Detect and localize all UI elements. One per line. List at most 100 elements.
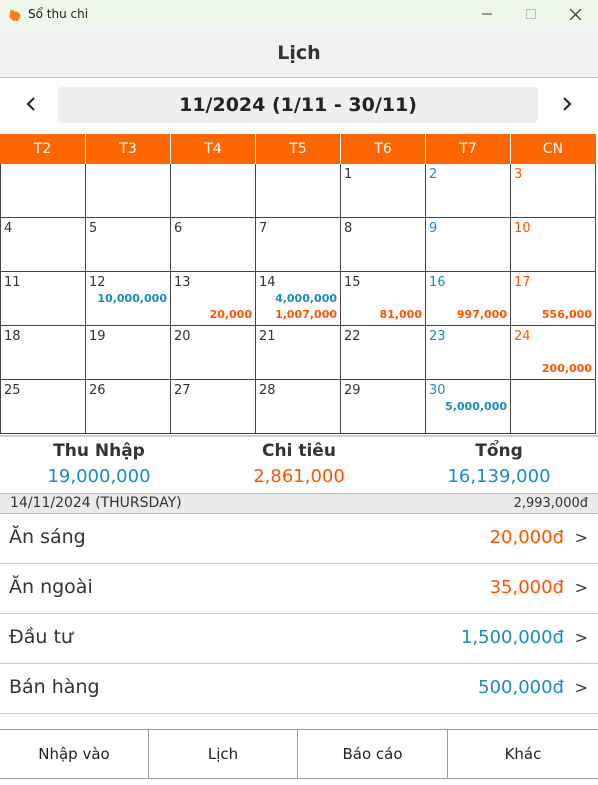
selected-date: 14/11/2024 (THURSDAY) xyxy=(10,495,182,511)
transaction-list: Ăn sáng 20,000đ > Ăn ngoài 35,000đ > Đầu… xyxy=(0,514,598,714)
calendar-day-cell[interactable]: 22 xyxy=(341,326,426,380)
calendar-day-cell[interactable]: 7 xyxy=(256,218,341,272)
weekday-label: T6 xyxy=(340,134,425,164)
day-number: 14 xyxy=(259,275,276,290)
calendar-empty-cell xyxy=(256,164,341,218)
calendar-day-cell[interactable]: 12 10,000,000 xyxy=(86,272,171,326)
income-summary: Thu Nhập 19,000,000 xyxy=(0,441,198,487)
calendar-day-cell[interactable]: 6 xyxy=(171,218,256,272)
bottom-navigation: Nhập vào Lịch Báo cáo Khác xyxy=(0,729,598,779)
calendar-day-cell[interactable]: 10 xyxy=(511,218,596,272)
chevron-right-icon: > xyxy=(574,678,588,697)
piggy-bank-icon xyxy=(8,7,22,21)
calendar-day-cell[interactable]: 1 xyxy=(341,164,426,218)
total-value: 16,139,000 xyxy=(447,466,551,487)
transaction-name: Bán hàng xyxy=(9,676,100,698)
day-income-amount: 5,000,000 xyxy=(445,400,507,413)
day-number: 12 xyxy=(89,275,106,290)
day-expense-amount: 20,000 xyxy=(209,308,252,321)
page-title: Lịch xyxy=(277,41,321,64)
day-number: 16 xyxy=(429,275,446,290)
day-expense-amount: 997,000 xyxy=(456,308,507,321)
nav-report-button[interactable]: Báo cáo xyxy=(298,730,448,778)
day-number: 24 xyxy=(514,329,531,344)
day-expense-amount: 1,007,000 xyxy=(275,308,337,321)
calendar-day-cell[interactable]: 26 xyxy=(86,380,171,434)
calendar-day-cell[interactable]: 14 4,000,000 1,007,000 xyxy=(256,272,341,326)
chevron-left-icon xyxy=(26,97,35,111)
calendar-day-cell[interactable]: 4 xyxy=(1,218,86,272)
calendar-day-cell[interactable]: 9 xyxy=(426,218,511,272)
calendar-day-cell[interactable]: 29 xyxy=(341,380,426,434)
calendar-day-cell[interactable]: 16 997,000 xyxy=(426,272,511,326)
calendar-day-cell[interactable]: 3 xyxy=(511,164,596,218)
transaction-row[interactable]: Đầu tư 1,500,000đ > xyxy=(0,614,598,664)
calendar-day-cell[interactable]: 15 81,000 xyxy=(341,272,426,326)
previous-month-button[interactable] xyxy=(16,89,46,119)
calendar-weekday-header: T2 T3 T4 T5 T6 T7 CN xyxy=(0,134,596,164)
day-number: 25 xyxy=(4,383,21,398)
calendar-day-cell[interactable]: 17 556,000 xyxy=(511,272,596,326)
nav-other-button[interactable]: Khác xyxy=(448,730,598,778)
day-number: 18 xyxy=(4,329,21,344)
calendar-day-cell[interactable]: 25 xyxy=(1,380,86,434)
minimize-button[interactable] xyxy=(464,0,510,28)
month-summary: Thu Nhập 19,000,000 Chi tiêu 2,861,000 T… xyxy=(0,435,598,493)
expense-label: Chi tiêu xyxy=(262,441,336,461)
day-number: 21 xyxy=(259,329,276,344)
calendar-day-cell[interactable]: 8 xyxy=(341,218,426,272)
transaction-name: Ăn sáng xyxy=(9,526,86,548)
day-number: 26 xyxy=(89,383,106,398)
transaction-row[interactable]: Bán hàng 500,000đ > xyxy=(0,664,598,714)
calendar-day-cell[interactable]: 20 xyxy=(171,326,256,380)
month-range-label[interactable]: 11/2024 (1/11 - 30/11) xyxy=(58,87,538,123)
transaction-name: Đầu tư xyxy=(9,626,73,648)
day-number: 22 xyxy=(344,329,361,344)
window-title: Sổ thu chi xyxy=(28,7,89,21)
calendar-day-cell[interactable]: 30 5,000,000 xyxy=(426,380,511,434)
expense-value: 2,861,000 xyxy=(253,466,345,487)
close-button[interactable] xyxy=(552,0,598,28)
next-month-button[interactable] xyxy=(552,89,582,119)
day-number: 9 xyxy=(429,221,438,236)
day-number: 13 xyxy=(174,275,191,290)
selected-day-bar: 14/11/2024 (THURSDAY) 2,993,000đ xyxy=(0,493,598,514)
calendar-day-cell[interactable]: 21 xyxy=(256,326,341,380)
calendar-day-cell[interactable]: 11 xyxy=(1,272,86,326)
calendar-day-cell[interactable]: 24 200,000 xyxy=(511,326,596,380)
calendar-day-cell[interactable]: 2 xyxy=(426,164,511,218)
minimize-icon xyxy=(482,13,492,15)
calendar-day-cell[interactable]: 23 xyxy=(426,326,511,380)
weekday-label: T3 xyxy=(85,134,170,164)
transaction-amount: 500,000đ xyxy=(478,677,564,698)
month-navigation: 11/2024 (1/11 - 30/11) xyxy=(0,79,598,133)
nav-input-button[interactable]: Nhập vào xyxy=(0,730,149,778)
day-expense-amount: 200,000 xyxy=(541,362,592,375)
calendar-day-cell[interactable]: 19 xyxy=(86,326,171,380)
calendar-day-cell[interactable]: 13 20,000 xyxy=(171,272,256,326)
calendar-day-cell[interactable]: 5 xyxy=(86,218,171,272)
transaction-name: Ăn ngoài xyxy=(9,576,93,598)
chevron-right-icon: > xyxy=(574,628,588,647)
day-number: 17 xyxy=(514,275,531,290)
day-number: 1 xyxy=(344,167,353,182)
day-number: 10 xyxy=(514,221,531,236)
weekday-label: T7 xyxy=(425,134,510,164)
transaction-row[interactable]: Ăn sáng 20,000đ > xyxy=(0,514,598,564)
day-number: 30 xyxy=(429,383,446,398)
calendar-day-cell[interactable]: 27 xyxy=(171,380,256,434)
calendar-day-cell[interactable]: 18 xyxy=(1,326,86,380)
day-number: 4 xyxy=(4,221,13,236)
calendar-empty-cell xyxy=(171,164,256,218)
calendar-day-cell[interactable]: 28 xyxy=(256,380,341,434)
chevron-right-icon: > xyxy=(574,528,588,547)
day-expense-amount: 556,000 xyxy=(541,308,592,321)
day-number: 7 xyxy=(259,221,268,236)
calendar-empty-cell xyxy=(511,380,596,434)
transaction-amount: 35,000đ xyxy=(489,577,564,598)
nav-calendar-button[interactable]: Lịch xyxy=(149,730,298,778)
maximize-button[interactable] xyxy=(508,0,554,28)
day-number: 3 xyxy=(514,167,523,182)
transaction-row[interactable]: Ăn ngoài 35,000đ > xyxy=(0,564,598,614)
day-number: 23 xyxy=(429,329,446,344)
